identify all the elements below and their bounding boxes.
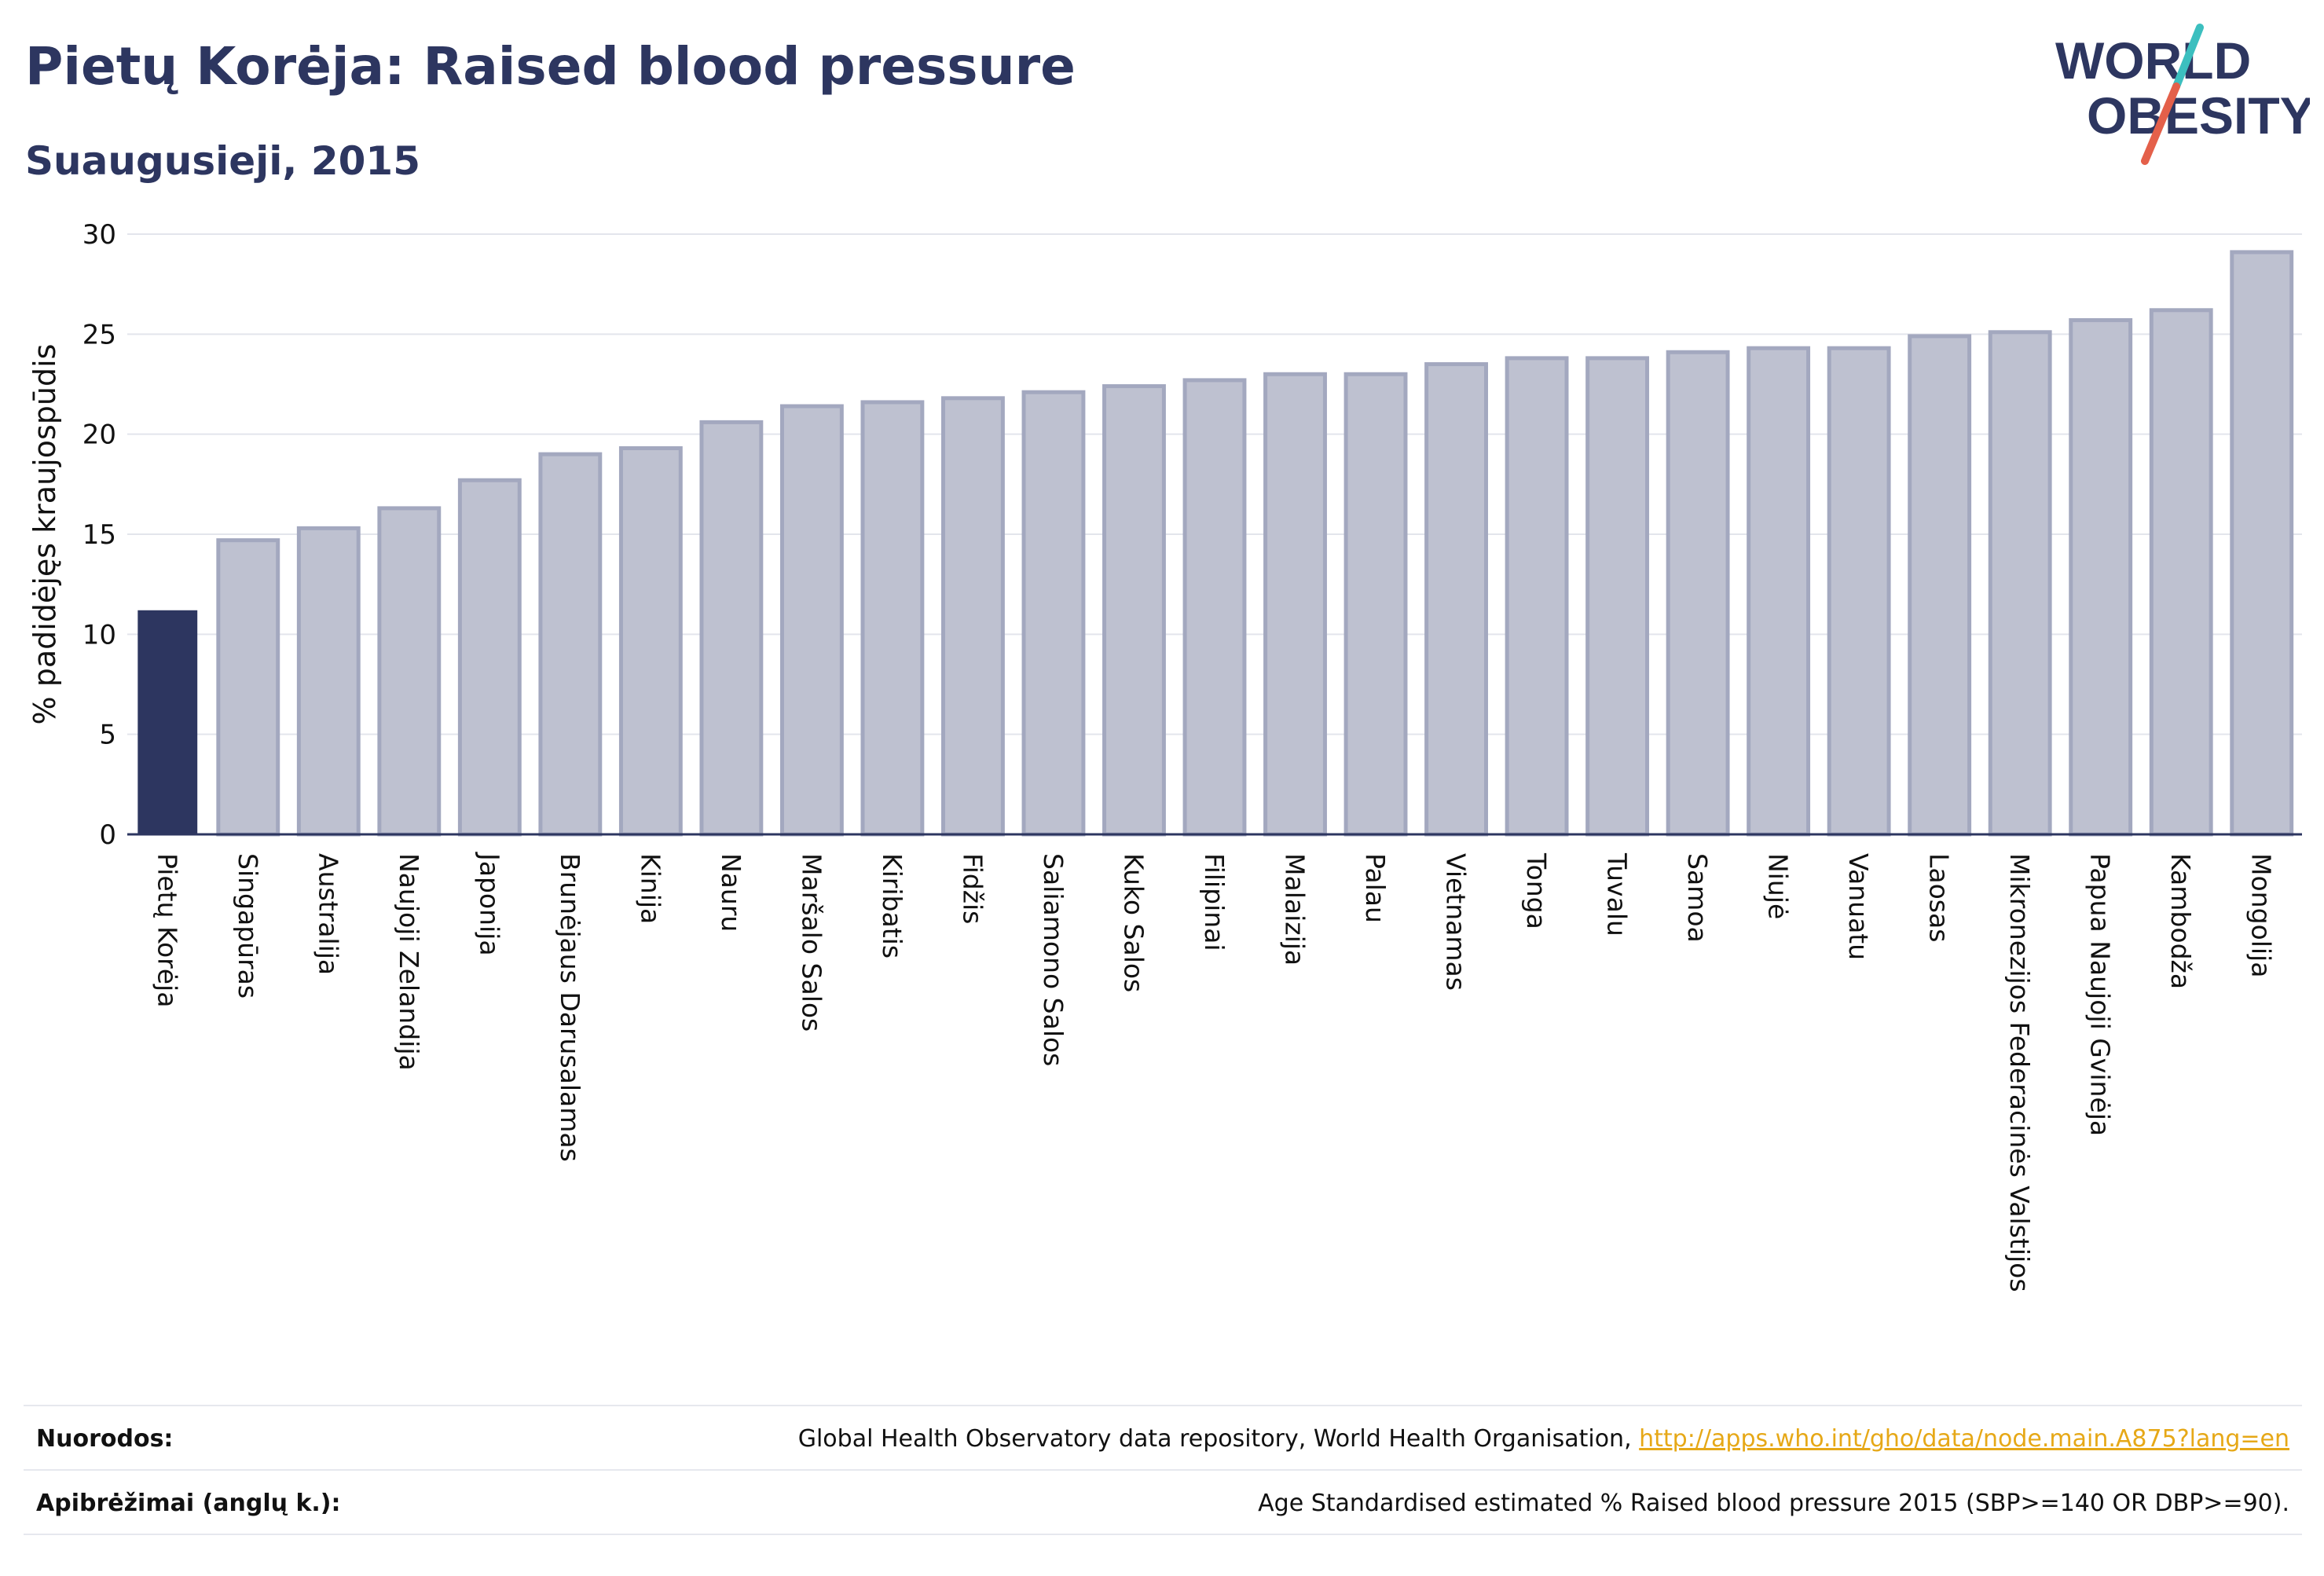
x-tick-label: Brunėjaus Darusalamas	[555, 853, 585, 1162]
bar-0[interactable]	[137, 610, 198, 834]
bar-23[interactable]	[1988, 330, 2052, 837]
bars	[137, 250, 2294, 837]
y-tick-label: 15	[82, 519, 116, 551]
definitions-label: Apibrėžimai (anglų k.):	[36, 1490, 341, 1517]
bar-3[interactable]	[377, 506, 442, 837]
y-tick-label: 25	[82, 319, 116, 350]
chart-subtitle: Suaugusieji, 2015	[25, 138, 420, 184]
bar-15[interactable]	[1343, 372, 1408, 837]
definitions-value: Age Standardised estimated % Raised bloo…	[1258, 1490, 2289, 1517]
x-tick-label: Kambodža	[2165, 853, 2196, 989]
x-tick-label: Japonija	[474, 852, 504, 956]
footer-divider	[24, 1534, 2302, 1535]
x-tick-label: Filipinai	[1199, 853, 1230, 951]
y-tick-label: 30	[82, 219, 116, 251]
bar-4[interactable]	[457, 478, 522, 837]
bar-19[interactable]	[1666, 350, 1730, 837]
bar-5[interactable]	[538, 452, 603, 837]
x-tick-label: Maršalo Salos	[796, 853, 827, 1032]
bar-chart: 0 5 10 15 20 25 30 Pietų Korėja Singapūras Austr…	[27, 219, 2302, 1292]
sources-row: Nuorodos: Global Health Observatory data…	[24, 1405, 2302, 1471]
bar-24[interactable]	[2069, 318, 2133, 837]
x-tick-label: Malaizija	[1280, 853, 1310, 966]
bar-21[interactable]	[1827, 346, 1891, 837]
x-tick-label: Vanuatu	[1843, 853, 1874, 960]
x-tick-label: Kuko Salos	[1118, 853, 1149, 992]
x-tick-label: Papua Naujoji Gvinėja	[2085, 853, 2116, 1136]
x-tick-label: Kiribatis	[877, 853, 907, 958]
bar-25[interactable]	[2149, 308, 2213, 837]
y-tick-label: 10	[82, 619, 116, 651]
bar-10[interactable]	[941, 396, 1005, 837]
x-tick-label: Samoa	[1682, 853, 1713, 943]
logo-slash-teal	[2172, 24, 2204, 90]
x-tick-label: Palau	[1360, 853, 1391, 923]
x-tick-label: Tuvalu	[1602, 852, 1633, 936]
bar-16[interactable]	[1424, 362, 1488, 837]
bar-12[interactable]	[1102, 384, 1166, 837]
bar-26[interactable]	[2230, 250, 2294, 837]
x-tick-label: Niujė	[1763, 853, 1794, 919]
bar-1[interactable]	[216, 538, 280, 837]
bar-6[interactable]	[618, 445, 683, 837]
sources-text: Global Health Observatory data repositor…	[797, 1425, 1640, 1453]
bar-14[interactable]	[1263, 372, 1327, 837]
bar-9[interactable]	[860, 400, 925, 837]
bar-8[interactable]	[779, 404, 844, 837]
bar-7[interactable]	[699, 420, 764, 837]
x-tick-label: Fidžis	[957, 853, 988, 924]
y-tick-label: 0	[99, 819, 116, 851]
bar-2[interactable]	[296, 526, 361, 837]
sources-value: Global Health Observatory data repositor…	[798, 1425, 2289, 1453]
x-tick-label: Australija	[313, 853, 343, 975]
sources-label: Nuorodos:	[36, 1425, 174, 1453]
x-tick-label: Vietnamas	[1441, 853, 1472, 991]
y-axis-label: % padidėjęs kraujospūdis	[27, 344, 62, 725]
x-tick-label: Mikronezijos Federacinės Valstijos	[2004, 853, 2035, 1292]
world-obesity-logo: WORLD OBESITY	[2055, 24, 2310, 165]
bar-17[interactable]	[1505, 356, 1569, 837]
x-tick-label: Naujoji Zelandija	[394, 853, 424, 1071]
bar-18[interactable]	[1585, 356, 1650, 837]
x-tick-label: Kinija	[635, 853, 665, 924]
logo-line-2: OBESITY	[2087, 86, 2310, 145]
y-tick-label: 20	[82, 420, 116, 451]
chart-title: Pietų Korėja: Raised blood pressure	[25, 36, 1076, 97]
x-tick-label: Pietų Korėja	[152, 853, 182, 1007]
bar-13[interactable]	[1182, 378, 1247, 837]
definitions-row: Apibrėžimai (anglų k.): Age Standardised…	[24, 1469, 2302, 1535]
sources-link[interactable]: http://apps.who.int/gho/data/node.main.A…	[1639, 1425, 2289, 1453]
y-tick-labels: 0 5 10 15 20 25 30	[82, 219, 116, 851]
bar-22[interactable]	[1908, 334, 1972, 837]
x-tick-label: Mongolija	[2246, 853, 2277, 977]
x-tick-labels: Pietų Korėja Singapūras Australija Naujoji …	[152, 852, 2276, 1292]
logo-line-1: WORLD	[2055, 31, 2251, 90]
x-tick-label: Laosas	[1924, 853, 1955, 942]
y-tick-label: 5	[99, 720, 116, 751]
bar-11[interactable]	[1021, 390, 1086, 837]
x-tick-label: Singapūras	[233, 853, 263, 999]
logo-slash-red	[2141, 82, 2180, 165]
x-tick-label: Saliamono Salos	[1038, 853, 1069, 1066]
bar-20[interactable]	[1747, 346, 1811, 837]
x-tick-label: Nauru	[716, 853, 746, 932]
x-tick-label: Tonga	[1521, 852, 1552, 929]
